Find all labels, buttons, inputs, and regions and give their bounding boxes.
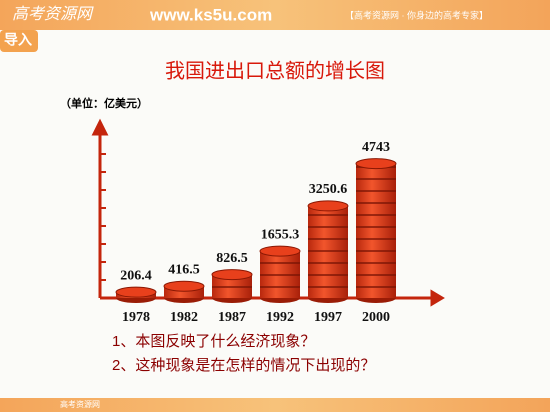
x-tick-label: 1997 <box>314 310 342 325</box>
logo: 高考资源网 <box>12 5 94 23</box>
y-axis-label: （单位：亿美元） <box>60 96 148 110</box>
value-label: 1655.3 <box>261 227 300 242</box>
value-label: 3250.6 <box>309 182 348 197</box>
value-label: 4743 <box>362 140 390 155</box>
bottom-banner <box>0 398 550 412</box>
site-url: www.ks5u.com <box>149 5 272 24</box>
badge-box <box>0 30 38 52</box>
cylinder-bands <box>356 163 396 298</box>
cylinder-top <box>355 158 397 170</box>
cylinder-top <box>115 286 157 298</box>
question: 2、这种现象是在怎样的情况下出现的？ <box>112 357 375 374</box>
cylinder-bands <box>308 205 348 298</box>
chart-title: 我国进出口总额的增长图 <box>165 59 385 82</box>
slogan: 【高考资源网 · 你身边的高考专家】 <box>345 9 488 20</box>
cylinder-top <box>211 269 253 281</box>
x-tick-label: 1978 <box>122 310 150 325</box>
cylinder-top <box>307 200 349 212</box>
cylinder-bands <box>260 251 300 298</box>
footer-logo: 高考资源网 <box>60 399 100 409</box>
x-tick-label: 1987 <box>218 310 246 325</box>
x-tick-label: 1992 <box>266 310 294 325</box>
axis-ticks <box>100 153 106 281</box>
top-banner <box>0 0 550 30</box>
cylinder-top <box>163 280 205 292</box>
value-label: 206.4 <box>120 268 152 283</box>
question: 1、本图反映了什么经济现象？ <box>112 333 315 350</box>
x-tick-label: 2000 <box>362 310 390 325</box>
value-label: 416.5 <box>168 262 200 277</box>
value-label: 826.5 <box>216 251 248 266</box>
badge: 导入 <box>4 32 32 48</box>
x-tick-label: 1982 <box>170 310 198 325</box>
cylinder-bands <box>212 274 252 298</box>
cylinder-bands <box>164 286 204 298</box>
cylinder-top <box>259 245 301 257</box>
